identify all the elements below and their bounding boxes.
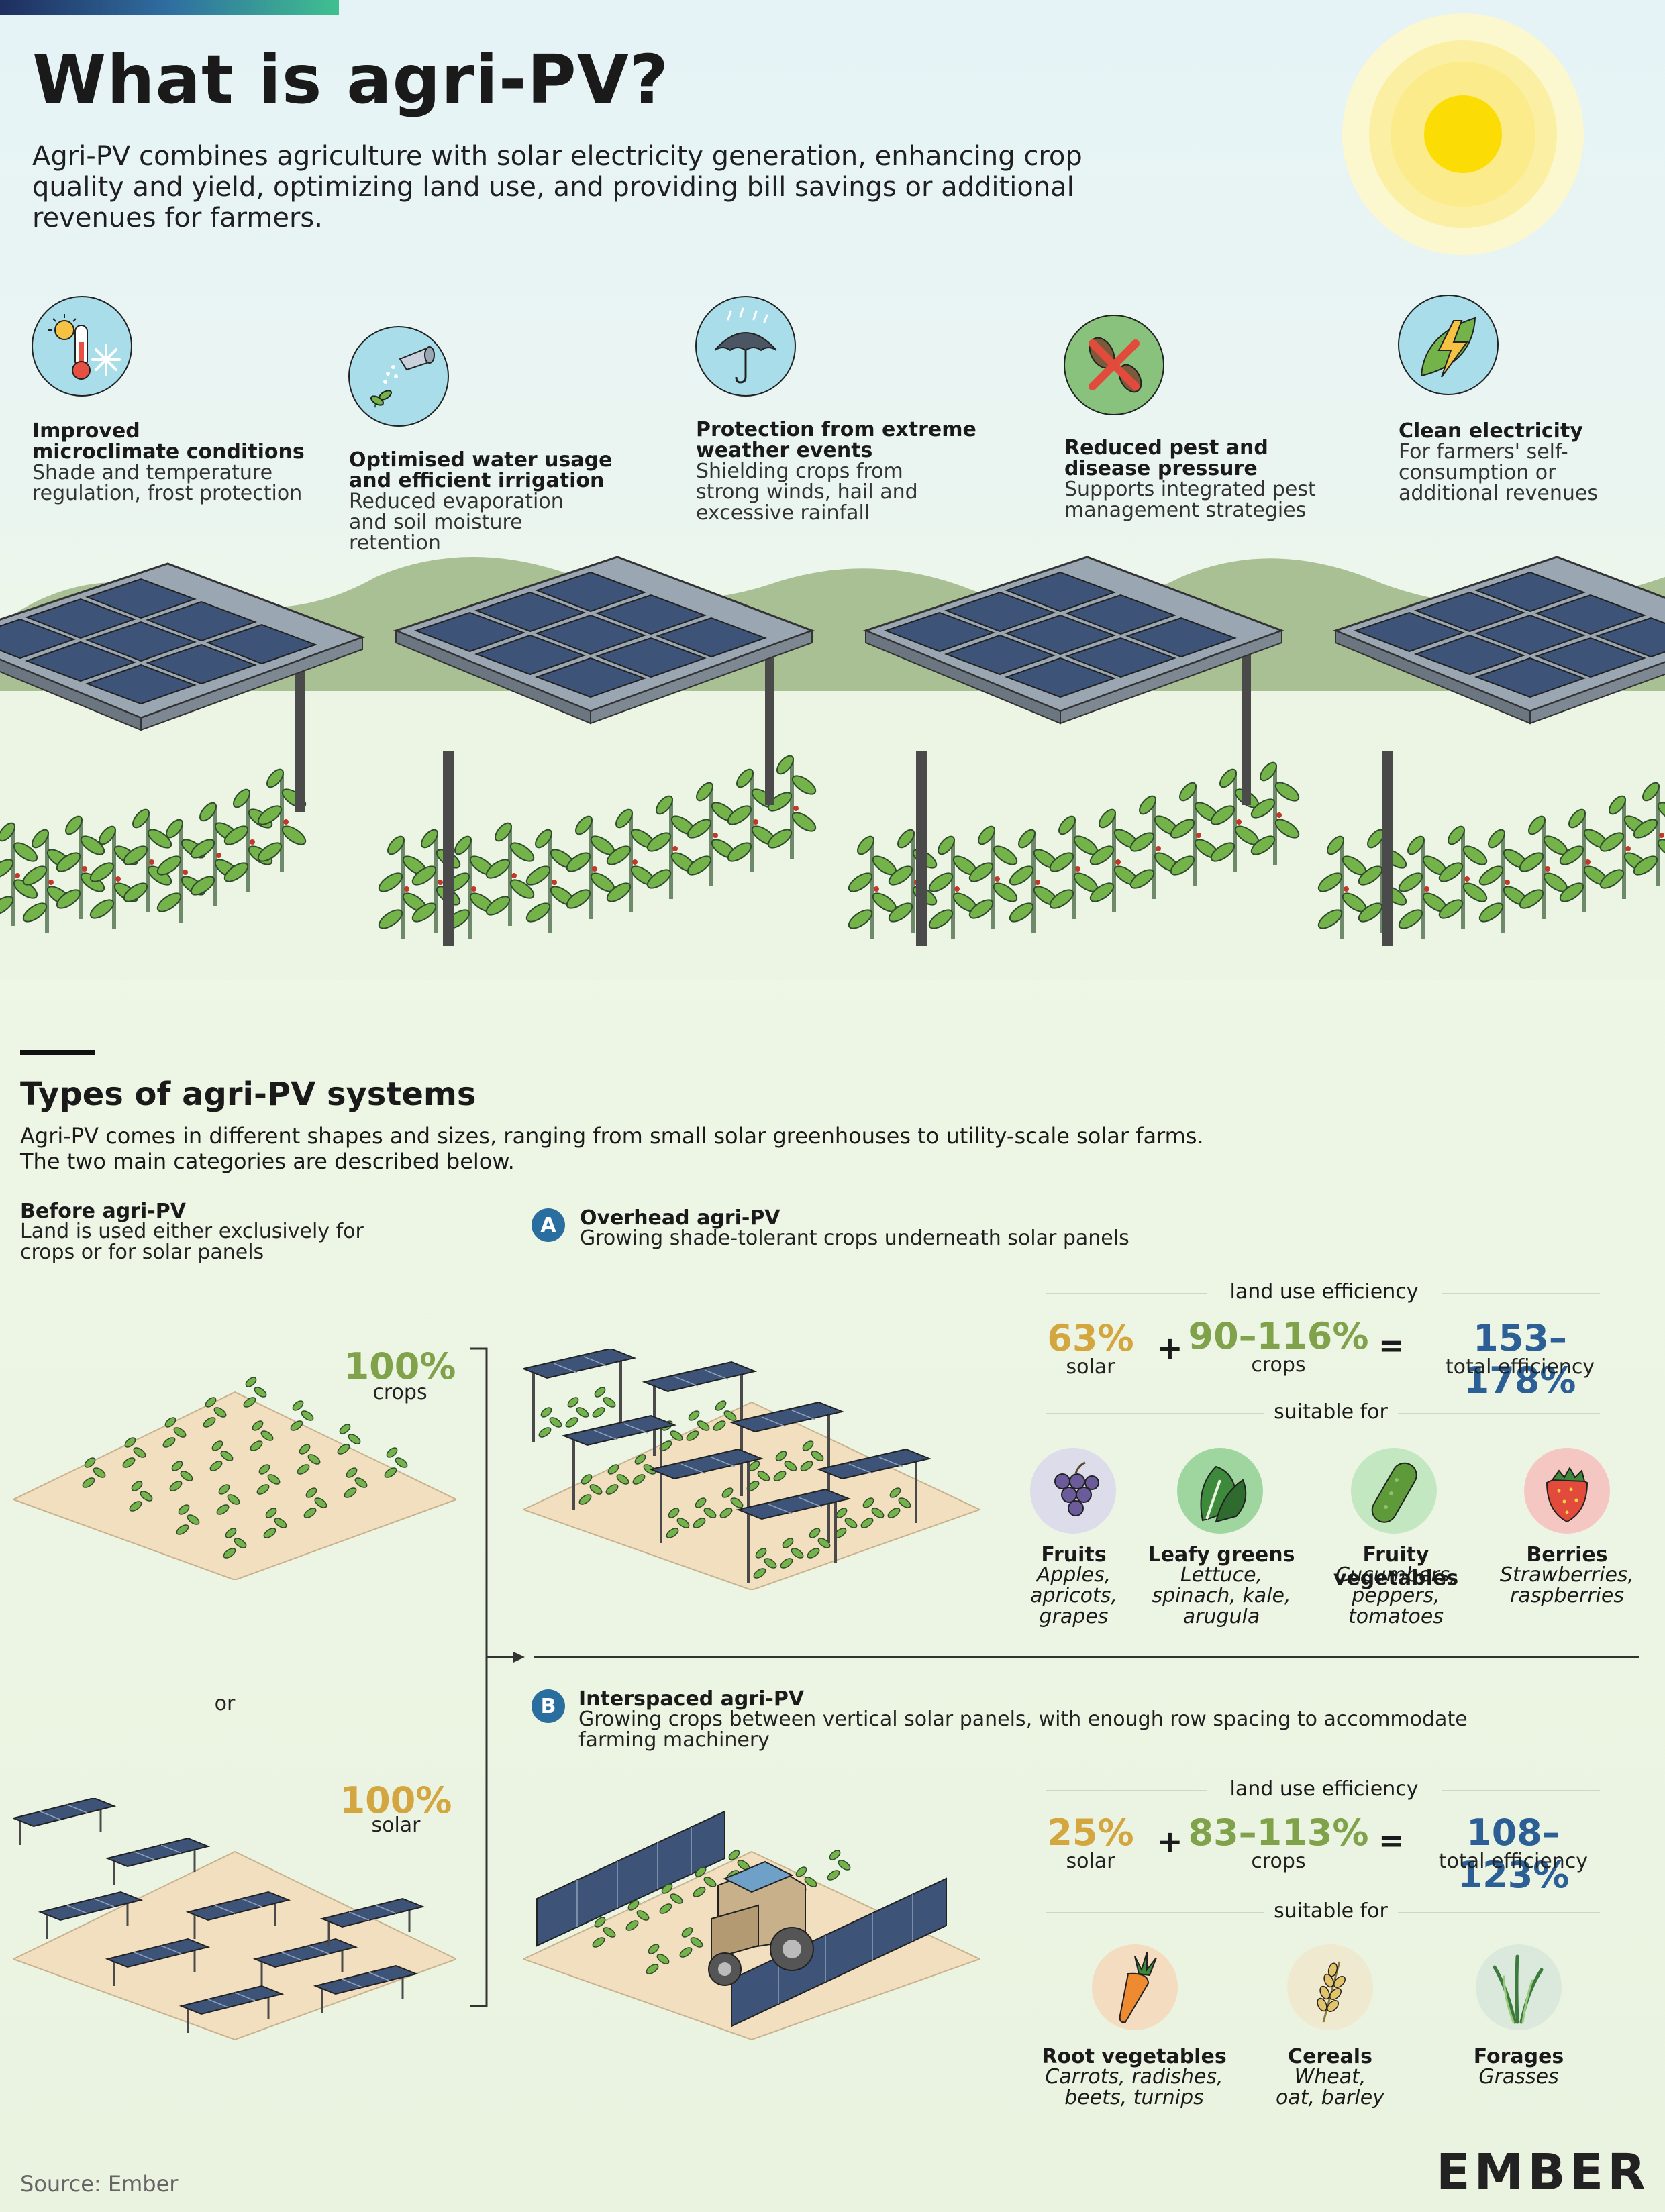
overhead-badge: A bbox=[532, 1208, 565, 1242]
plus-sign: + bbox=[1157, 1330, 1183, 1366]
interspaced-title: Interspaced agri-PV bbox=[578, 1687, 805, 1711]
page-title: What is agri-PV? bbox=[32, 40, 670, 119]
wheat-icon bbox=[1287, 1944, 1373, 2030]
watering-can-icon bbox=[348, 326, 449, 427]
equals-sign: = bbox=[1378, 1327, 1405, 1363]
rule-line bbox=[1398, 1413, 1600, 1414]
comparison-bracket bbox=[470, 1347, 1639, 2007]
crossed-pest-icon bbox=[1064, 315, 1164, 415]
cucumber-icon bbox=[1351, 1448, 1437, 1534]
overhead-efficiency-label: land use efficiency bbox=[1229, 1280, 1419, 1304]
types-title: Types of agri-PV systems bbox=[20, 1075, 476, 1113]
overhead-agri-pv-illustration bbox=[523, 1349, 980, 1590]
crop-desc: Carrots, radishes, beets, turnips bbox=[1045, 2065, 1223, 2109]
interspaced-efficiency-label: land use efficiency bbox=[1229, 1777, 1419, 1801]
benefit-title: Optimised water usage and efficient irri… bbox=[349, 448, 613, 492]
crop-title: Fruity vegetables bbox=[1333, 1543, 1459, 1590]
rule-line bbox=[1046, 1790, 1207, 1791]
strawberry-icon bbox=[1524, 1448, 1610, 1534]
crops-field-illustration bbox=[13, 1374, 456, 1580]
before-solar-label: solar bbox=[371, 1813, 421, 1837]
intro-text: Agri-PV combines agriculture with solar … bbox=[32, 141, 1082, 233]
interspaced-suitable-label: suitable for bbox=[1274, 1899, 1388, 1923]
types-desc: Agri-PV comes in different shapes and si… bbox=[20, 1123, 1204, 1174]
crop-title: Fruits bbox=[1041, 1543, 1107, 1567]
crop-desc: Grasses bbox=[1478, 2065, 1559, 2089]
rule-line bbox=[1046, 1912, 1264, 1913]
grass-icon bbox=[1476, 1944, 1562, 2030]
benefit-title: Protection from extreme weather events bbox=[696, 418, 976, 462]
rule-line bbox=[1046, 1413, 1264, 1414]
before-crops-label: crops bbox=[372, 1381, 427, 1404]
benefit-desc: For farmers' self- consumption or additi… bbox=[1399, 440, 1598, 505]
overhead-solar-label: solar bbox=[1066, 1355, 1115, 1379]
overhead-crops-pct: 90–116% bbox=[1188, 1315, 1369, 1357]
before-title: Before agri-PV bbox=[20, 1200, 186, 1223]
interspaced-total-pct: 108–123% bbox=[1457, 1811, 1570, 1896]
solar-field-illustration bbox=[13, 1798, 456, 2040]
benefit-title: Improved microclimate conditions bbox=[32, 419, 305, 464]
benefit-title: Clean electricity bbox=[1399, 419, 1583, 443]
crop-title: Berries bbox=[1526, 1543, 1608, 1567]
crop-title: Root vegetables bbox=[1042, 2045, 1227, 2068]
interspaced-badge: B bbox=[532, 1689, 565, 1723]
interspaced-crops-label: crops bbox=[1251, 1850, 1306, 1873]
crop-title: Leafy greens bbox=[1148, 1543, 1295, 1567]
benefit-desc: Shade and temperature regulation, frost … bbox=[32, 461, 303, 505]
interspaced-total-label: total efficiency bbox=[1438, 1850, 1588, 1873]
overhead-title: Overhead agri-PV bbox=[580, 1206, 780, 1230]
before-solar-pct: 100% bbox=[340, 1779, 452, 1822]
grapes-icon bbox=[1030, 1448, 1116, 1534]
rule-line bbox=[1442, 1293, 1600, 1294]
overhead-crops-label: crops bbox=[1251, 1353, 1306, 1377]
benefit-title: Reduced pest and disease pressure bbox=[1064, 436, 1268, 480]
ember-logo: EMBER bbox=[1436, 2144, 1650, 2201]
interspaced-desc: Growing crops between vertical solar pan… bbox=[578, 1707, 1468, 1752]
before-desc: Land is used either exclusively for crop… bbox=[20, 1220, 364, 1264]
crop-desc: Lettuce, spinach, kale, arugula bbox=[1152, 1563, 1291, 1628]
crop-title: Forages bbox=[1473, 2045, 1564, 2068]
interspaced-crops-pct: 83–113% bbox=[1188, 1811, 1369, 1854]
benefit-desc: Supports integrated pest management stra… bbox=[1064, 478, 1316, 522]
overhead-suitable-label: suitable for bbox=[1274, 1400, 1388, 1424]
benefit-water: Optimised water usage and efficient irri… bbox=[349, 450, 612, 554]
benefit-desc: Shielding crops from strong winds, hail … bbox=[696, 460, 918, 525]
agri-pv-landscape-illustration bbox=[0, 556, 1665, 980]
benefit-pest: Reduced pest and disease pressure Suppor… bbox=[1064, 437, 1316, 521]
source-note: Source: Ember bbox=[20, 2171, 179, 2197]
equals-sign: = bbox=[1378, 1822, 1405, 1858]
lightning-leaf-icon bbox=[1398, 295, 1499, 395]
benefit-electricity: Clean electricity For farmers' self- con… bbox=[1399, 421, 1598, 504]
interspaced-solar-label: solar bbox=[1066, 1850, 1115, 1873]
thermometer-sun-snow-icon bbox=[32, 296, 132, 397]
benefit-microclimate: Improved microclimate conditions Shade a… bbox=[32, 421, 305, 504]
overhead-total-label: total efficiency bbox=[1445, 1355, 1595, 1379]
crop-title: Cereals bbox=[1288, 2045, 1372, 2068]
benefit-weather: Protection from extreme weather events S… bbox=[696, 419, 976, 523]
sun-icon bbox=[1342, 13, 1584, 255]
section-divider bbox=[20, 1050, 95, 1055]
overhead-total-pct: 153–178% bbox=[1464, 1317, 1576, 1402]
or-label: or bbox=[214, 1692, 236, 1716]
overhead-desc: Growing shade-tolerant crops underneath … bbox=[580, 1226, 1129, 1250]
tractor-icon bbox=[708, 1860, 814, 1986]
carrot-icon bbox=[1092, 1944, 1178, 2030]
rule-line bbox=[1046, 1293, 1207, 1294]
crop-desc: Strawberries, raspberries bbox=[1499, 1563, 1635, 1608]
leafy-greens-icon bbox=[1177, 1448, 1263, 1534]
plus-sign: + bbox=[1157, 1824, 1183, 1860]
crop-desc: Apples, apricots, grapes bbox=[1030, 1563, 1117, 1628]
top-accent-bar bbox=[0, 0, 339, 15]
umbrella-icon bbox=[695, 296, 796, 397]
benefit-desc: Reduced evaporation and soil moisture re… bbox=[349, 490, 564, 555]
rule-line bbox=[1442, 1790, 1600, 1791]
interspaced-agri-pv-illustration bbox=[523, 1810, 980, 2041]
rule-line bbox=[1398, 1912, 1600, 1913]
before-crops-pct: 100% bbox=[344, 1345, 456, 1387]
overhead-solar-pct: 63% bbox=[1047, 1317, 1134, 1359]
interspaced-solar-pct: 25% bbox=[1047, 1811, 1134, 1854]
crop-desc: Cucumbers, peppers, tomatoes bbox=[1335, 1563, 1456, 1628]
crop-desc: Wheat, oat, barley bbox=[1276, 2065, 1384, 2109]
